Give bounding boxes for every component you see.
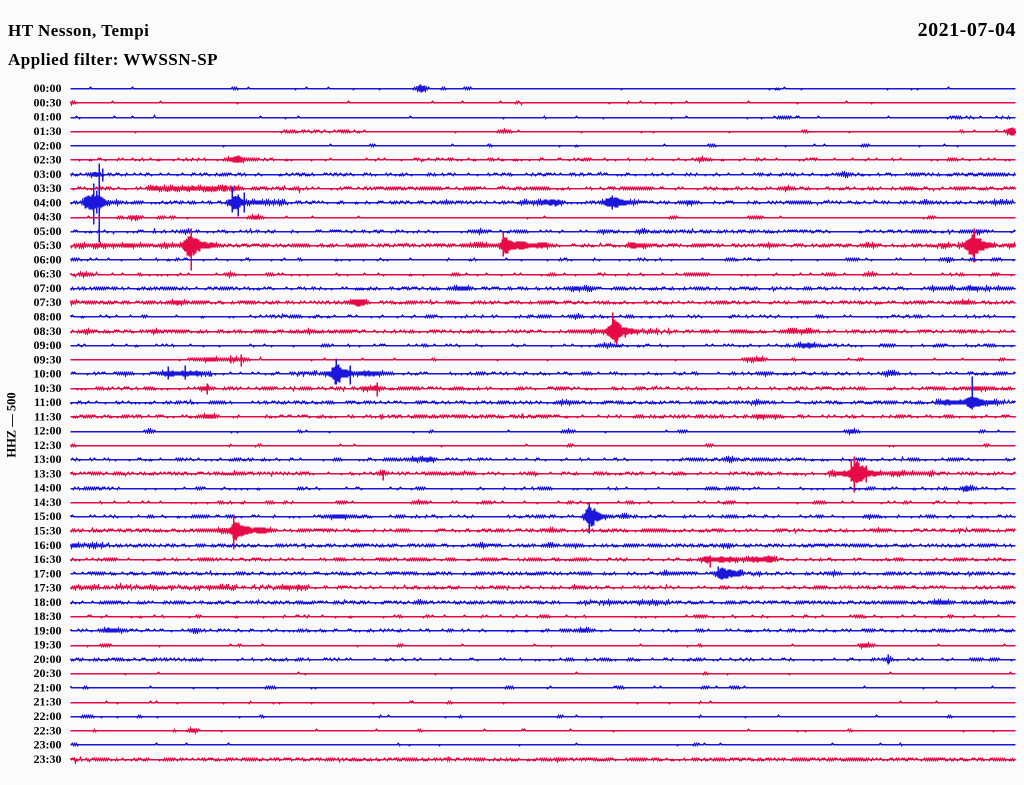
svg-text:05:00: 05:00 bbox=[34, 224, 62, 238]
svg-text:12:00: 12:00 bbox=[34, 424, 62, 438]
svg-text:02:00: 02:00 bbox=[34, 138, 62, 152]
svg-text:15:00: 15:00 bbox=[34, 509, 62, 523]
svg-text:22:30: 22:30 bbox=[34, 723, 62, 737]
svg-text:00:30: 00:30 bbox=[34, 96, 62, 110]
svg-text:12:30: 12:30 bbox=[34, 438, 62, 452]
svg-text:00:00: 00:00 bbox=[34, 81, 62, 95]
svg-text:06:30: 06:30 bbox=[34, 267, 62, 281]
svg-text:HT Nesson, Tempi: HT Nesson, Tempi bbox=[8, 21, 149, 40]
svg-text:07:30: 07:30 bbox=[34, 295, 62, 309]
svg-text:11:00: 11:00 bbox=[34, 395, 61, 409]
svg-text:14:00: 14:00 bbox=[34, 481, 62, 495]
svg-text:19:00: 19:00 bbox=[34, 623, 62, 637]
svg-text:02:30: 02:30 bbox=[34, 153, 62, 167]
svg-text:17:30: 17:30 bbox=[34, 581, 62, 595]
svg-text:21:30: 21:30 bbox=[34, 695, 62, 709]
svg-text:13:30: 13:30 bbox=[34, 466, 62, 480]
svg-text:01:30: 01:30 bbox=[34, 124, 62, 138]
svg-text:05:30: 05:30 bbox=[34, 238, 62, 252]
svg-text:22:00: 22:00 bbox=[34, 709, 62, 723]
svg-text:16:00: 16:00 bbox=[34, 538, 62, 552]
svg-text:09:00: 09:00 bbox=[34, 338, 62, 352]
svg-text:03:30: 03:30 bbox=[34, 181, 62, 195]
svg-text:10:00: 10:00 bbox=[34, 367, 62, 381]
svg-text:13:00: 13:00 bbox=[34, 452, 62, 466]
svg-text:08:30: 08:30 bbox=[34, 324, 62, 338]
svg-text:04:00: 04:00 bbox=[34, 195, 62, 209]
svg-text:14:30: 14:30 bbox=[34, 495, 62, 509]
svg-text:Applied filter: WWSSN-SP: Applied filter: WWSSN-SP bbox=[8, 50, 218, 69]
svg-text:23:30: 23:30 bbox=[34, 752, 62, 766]
svg-text:20:30: 20:30 bbox=[34, 666, 62, 680]
svg-text:09:30: 09:30 bbox=[34, 352, 62, 366]
svg-text:04:30: 04:30 bbox=[34, 210, 62, 224]
svg-text:HHZ — 500: HHZ — 500 bbox=[5, 392, 19, 457]
svg-text:06:00: 06:00 bbox=[34, 252, 62, 266]
svg-text:16:30: 16:30 bbox=[34, 552, 62, 566]
svg-text:01:00: 01:00 bbox=[34, 110, 62, 124]
svg-text:11:30: 11:30 bbox=[34, 409, 61, 423]
svg-text:19:30: 19:30 bbox=[34, 638, 62, 652]
svg-text:10:30: 10:30 bbox=[34, 381, 62, 395]
svg-text:17:00: 17:00 bbox=[34, 566, 62, 580]
svg-text:15:30: 15:30 bbox=[34, 524, 62, 538]
svg-text:21:00: 21:00 bbox=[34, 681, 62, 695]
svg-text:03:00: 03:00 bbox=[34, 167, 62, 181]
svg-text:18:00: 18:00 bbox=[34, 595, 62, 609]
svg-text:18:30: 18:30 bbox=[34, 609, 62, 623]
svg-text:08:00: 08:00 bbox=[34, 310, 62, 324]
svg-text:07:00: 07:00 bbox=[34, 281, 62, 295]
svg-text:2021-07-04: 2021-07-04 bbox=[918, 19, 1016, 41]
svg-text:23:00: 23:00 bbox=[34, 738, 62, 752]
svg-text:20:00: 20:00 bbox=[34, 652, 62, 666]
